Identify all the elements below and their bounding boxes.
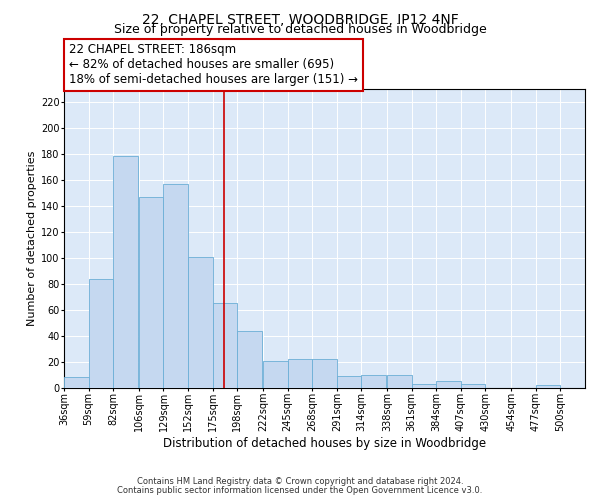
Text: Contains public sector information licensed under the Open Government Licence v3: Contains public sector information licen… — [118, 486, 482, 495]
Bar — [163, 184, 188, 388]
Bar — [312, 359, 337, 388]
Bar — [337, 376, 361, 388]
Bar — [89, 279, 113, 388]
Bar — [212, 304, 237, 388]
Text: 22 CHAPEL STREET: 186sqm
← 82% of detached houses are smaller (695)
18% of semi-: 22 CHAPEL STREET: 186sqm ← 82% of detach… — [69, 44, 358, 86]
Bar — [387, 375, 412, 388]
Text: Size of property relative to detached houses in Woodbridge: Size of property relative to detached ho… — [113, 22, 487, 36]
Text: Contains HM Land Registry data © Crown copyright and database right 2024.: Contains HM Land Registry data © Crown c… — [137, 477, 463, 486]
Bar — [237, 330, 262, 388]
Bar — [113, 156, 138, 388]
Bar — [287, 359, 312, 388]
Bar — [536, 385, 560, 388]
Bar — [412, 384, 436, 388]
Bar — [263, 360, 287, 388]
Bar — [436, 382, 461, 388]
Bar — [139, 197, 163, 388]
Text: 22, CHAPEL STREET, WOODBRIDGE, IP12 4NF: 22, CHAPEL STREET, WOODBRIDGE, IP12 4NF — [142, 12, 458, 26]
X-axis label: Distribution of detached houses by size in Woodbridge: Distribution of detached houses by size … — [163, 437, 486, 450]
Bar — [64, 378, 89, 388]
Bar — [361, 375, 386, 388]
Bar — [188, 256, 212, 388]
Y-axis label: Number of detached properties: Number of detached properties — [27, 151, 37, 326]
Bar — [461, 384, 485, 388]
